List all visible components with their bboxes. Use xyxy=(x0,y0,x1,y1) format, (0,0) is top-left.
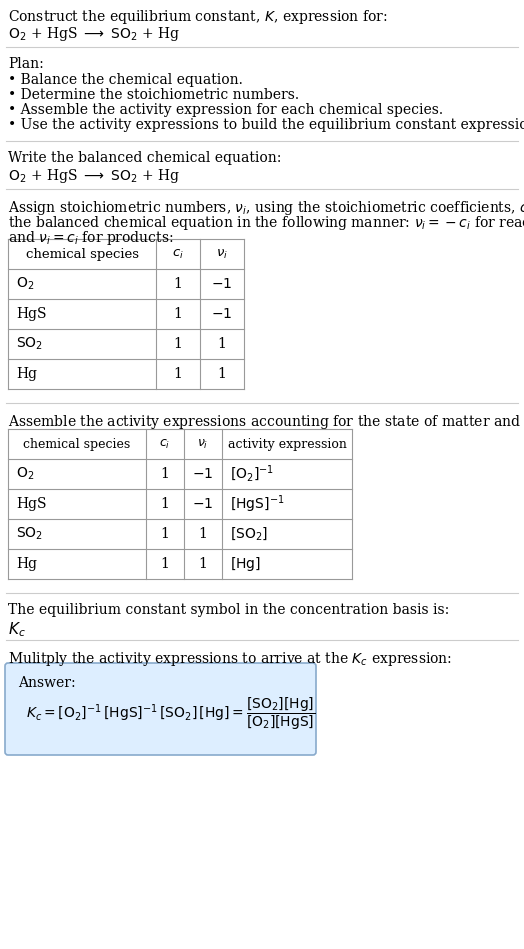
Text: HgS: HgS xyxy=(16,307,47,321)
Text: 1: 1 xyxy=(160,527,169,541)
Text: $c_i$: $c_i$ xyxy=(159,437,171,451)
Text: the balanced chemical equation in the following manner: $\nu_i = -c_i$ for react: the balanced chemical equation in the fo… xyxy=(8,214,524,232)
Text: and $\nu_i = c_i$ for products:: and $\nu_i = c_i$ for products: xyxy=(8,229,173,247)
Text: $[\mathrm{HgS}]^{-1}$: $[\mathrm{HgS}]^{-1}$ xyxy=(230,493,285,514)
Text: Assign stoichiometric numbers, $\nu_i$, using the stoichiometric coefficients, $: Assign stoichiometric numbers, $\nu_i$, … xyxy=(8,199,524,217)
Text: Hg: Hg xyxy=(16,557,37,571)
Text: 1: 1 xyxy=(199,557,208,571)
Text: $\mathrm{SO_2}$: $\mathrm{SO_2}$ xyxy=(16,526,43,542)
Text: HgS: HgS xyxy=(16,497,47,511)
Text: 1: 1 xyxy=(160,467,169,481)
Text: $\mathrm{O_2}$: $\mathrm{O_2}$ xyxy=(16,276,34,292)
Text: 1: 1 xyxy=(173,337,182,351)
Text: $\mathrm{SO_2}$: $\mathrm{SO_2}$ xyxy=(16,336,43,352)
Text: $c_i$: $c_i$ xyxy=(172,248,184,261)
Text: 1: 1 xyxy=(160,557,169,571)
Text: $-1$: $-1$ xyxy=(211,307,233,321)
Text: $-1$: $-1$ xyxy=(192,497,214,511)
Text: $K_c$: $K_c$ xyxy=(8,620,26,639)
Text: 1: 1 xyxy=(199,527,208,541)
Text: 1: 1 xyxy=(217,367,226,381)
Text: Construct the equilibrium constant, $K$, expression for:: Construct the equilibrium constant, $K$,… xyxy=(8,8,388,26)
FancyBboxPatch shape xyxy=(5,663,316,755)
Text: $K_c = [\mathrm{O_2}]^{-1}\,[\mathrm{HgS}]^{-1}\,[\mathrm{SO_2}]\,[\mathrm{Hg}] : $K_c = [\mathrm{O_2}]^{-1}\,[\mathrm{HgS… xyxy=(26,696,315,733)
Text: • Assemble the activity expression for each chemical species.: • Assemble the activity expression for e… xyxy=(8,103,443,117)
Text: $[\mathrm{SO_2}]$: $[\mathrm{SO_2}]$ xyxy=(230,526,268,543)
Text: chemical species: chemical species xyxy=(26,248,138,260)
Text: $\nu_i$: $\nu_i$ xyxy=(216,248,228,261)
Text: Assemble the activity expressions accounting for the state of matter and $\nu_i$: Assemble the activity expressions accoun… xyxy=(8,413,524,431)
Text: Write the balanced chemical equation:: Write the balanced chemical equation: xyxy=(8,151,281,165)
Text: $\mathrm{O_2}$ + HgS $\longrightarrow$ $\mathrm{SO_2}$ + Hg: $\mathrm{O_2}$ + HgS $\longrightarrow$ $… xyxy=(8,167,180,185)
Text: 1: 1 xyxy=(173,277,182,291)
Text: • Use the activity expressions to build the equilibrium constant expression.: • Use the activity expressions to build … xyxy=(8,118,524,132)
Text: • Balance the chemical equation.: • Balance the chemical equation. xyxy=(8,73,243,87)
Text: $\nu_i$: $\nu_i$ xyxy=(198,437,209,451)
Text: Plan:: Plan: xyxy=(8,57,43,71)
Text: 1: 1 xyxy=(173,307,182,321)
Text: $-1$: $-1$ xyxy=(192,467,214,481)
Text: 1: 1 xyxy=(217,337,226,351)
Text: 1: 1 xyxy=(173,367,182,381)
Text: chemical species: chemical species xyxy=(24,437,130,451)
Text: $\mathrm{O_2}$ + HgS $\longrightarrow$ $\mathrm{SO_2}$ + Hg: $\mathrm{O_2}$ + HgS $\longrightarrow$ $… xyxy=(8,25,180,43)
Text: 1: 1 xyxy=(160,497,169,511)
Text: Answer:: Answer: xyxy=(18,676,75,690)
Text: The equilibrium constant symbol in the concentration basis is:: The equilibrium constant symbol in the c… xyxy=(8,603,449,617)
Text: $-1$: $-1$ xyxy=(211,277,233,291)
Text: • Determine the stoichiometric numbers.: • Determine the stoichiometric numbers. xyxy=(8,88,299,102)
Text: $\mathrm{O_2}$: $\mathrm{O_2}$ xyxy=(16,466,34,482)
Text: Mulitply the activity expressions to arrive at the $K_c$ expression:: Mulitply the activity expressions to arr… xyxy=(8,650,452,668)
Text: $[\mathrm{Hg}]$: $[\mathrm{Hg}]$ xyxy=(230,555,261,573)
Text: activity expression: activity expression xyxy=(227,437,346,451)
Text: $[\mathrm{O_2}]^{-1}$: $[\mathrm{O_2}]^{-1}$ xyxy=(230,464,274,484)
Text: Hg: Hg xyxy=(16,367,37,381)
